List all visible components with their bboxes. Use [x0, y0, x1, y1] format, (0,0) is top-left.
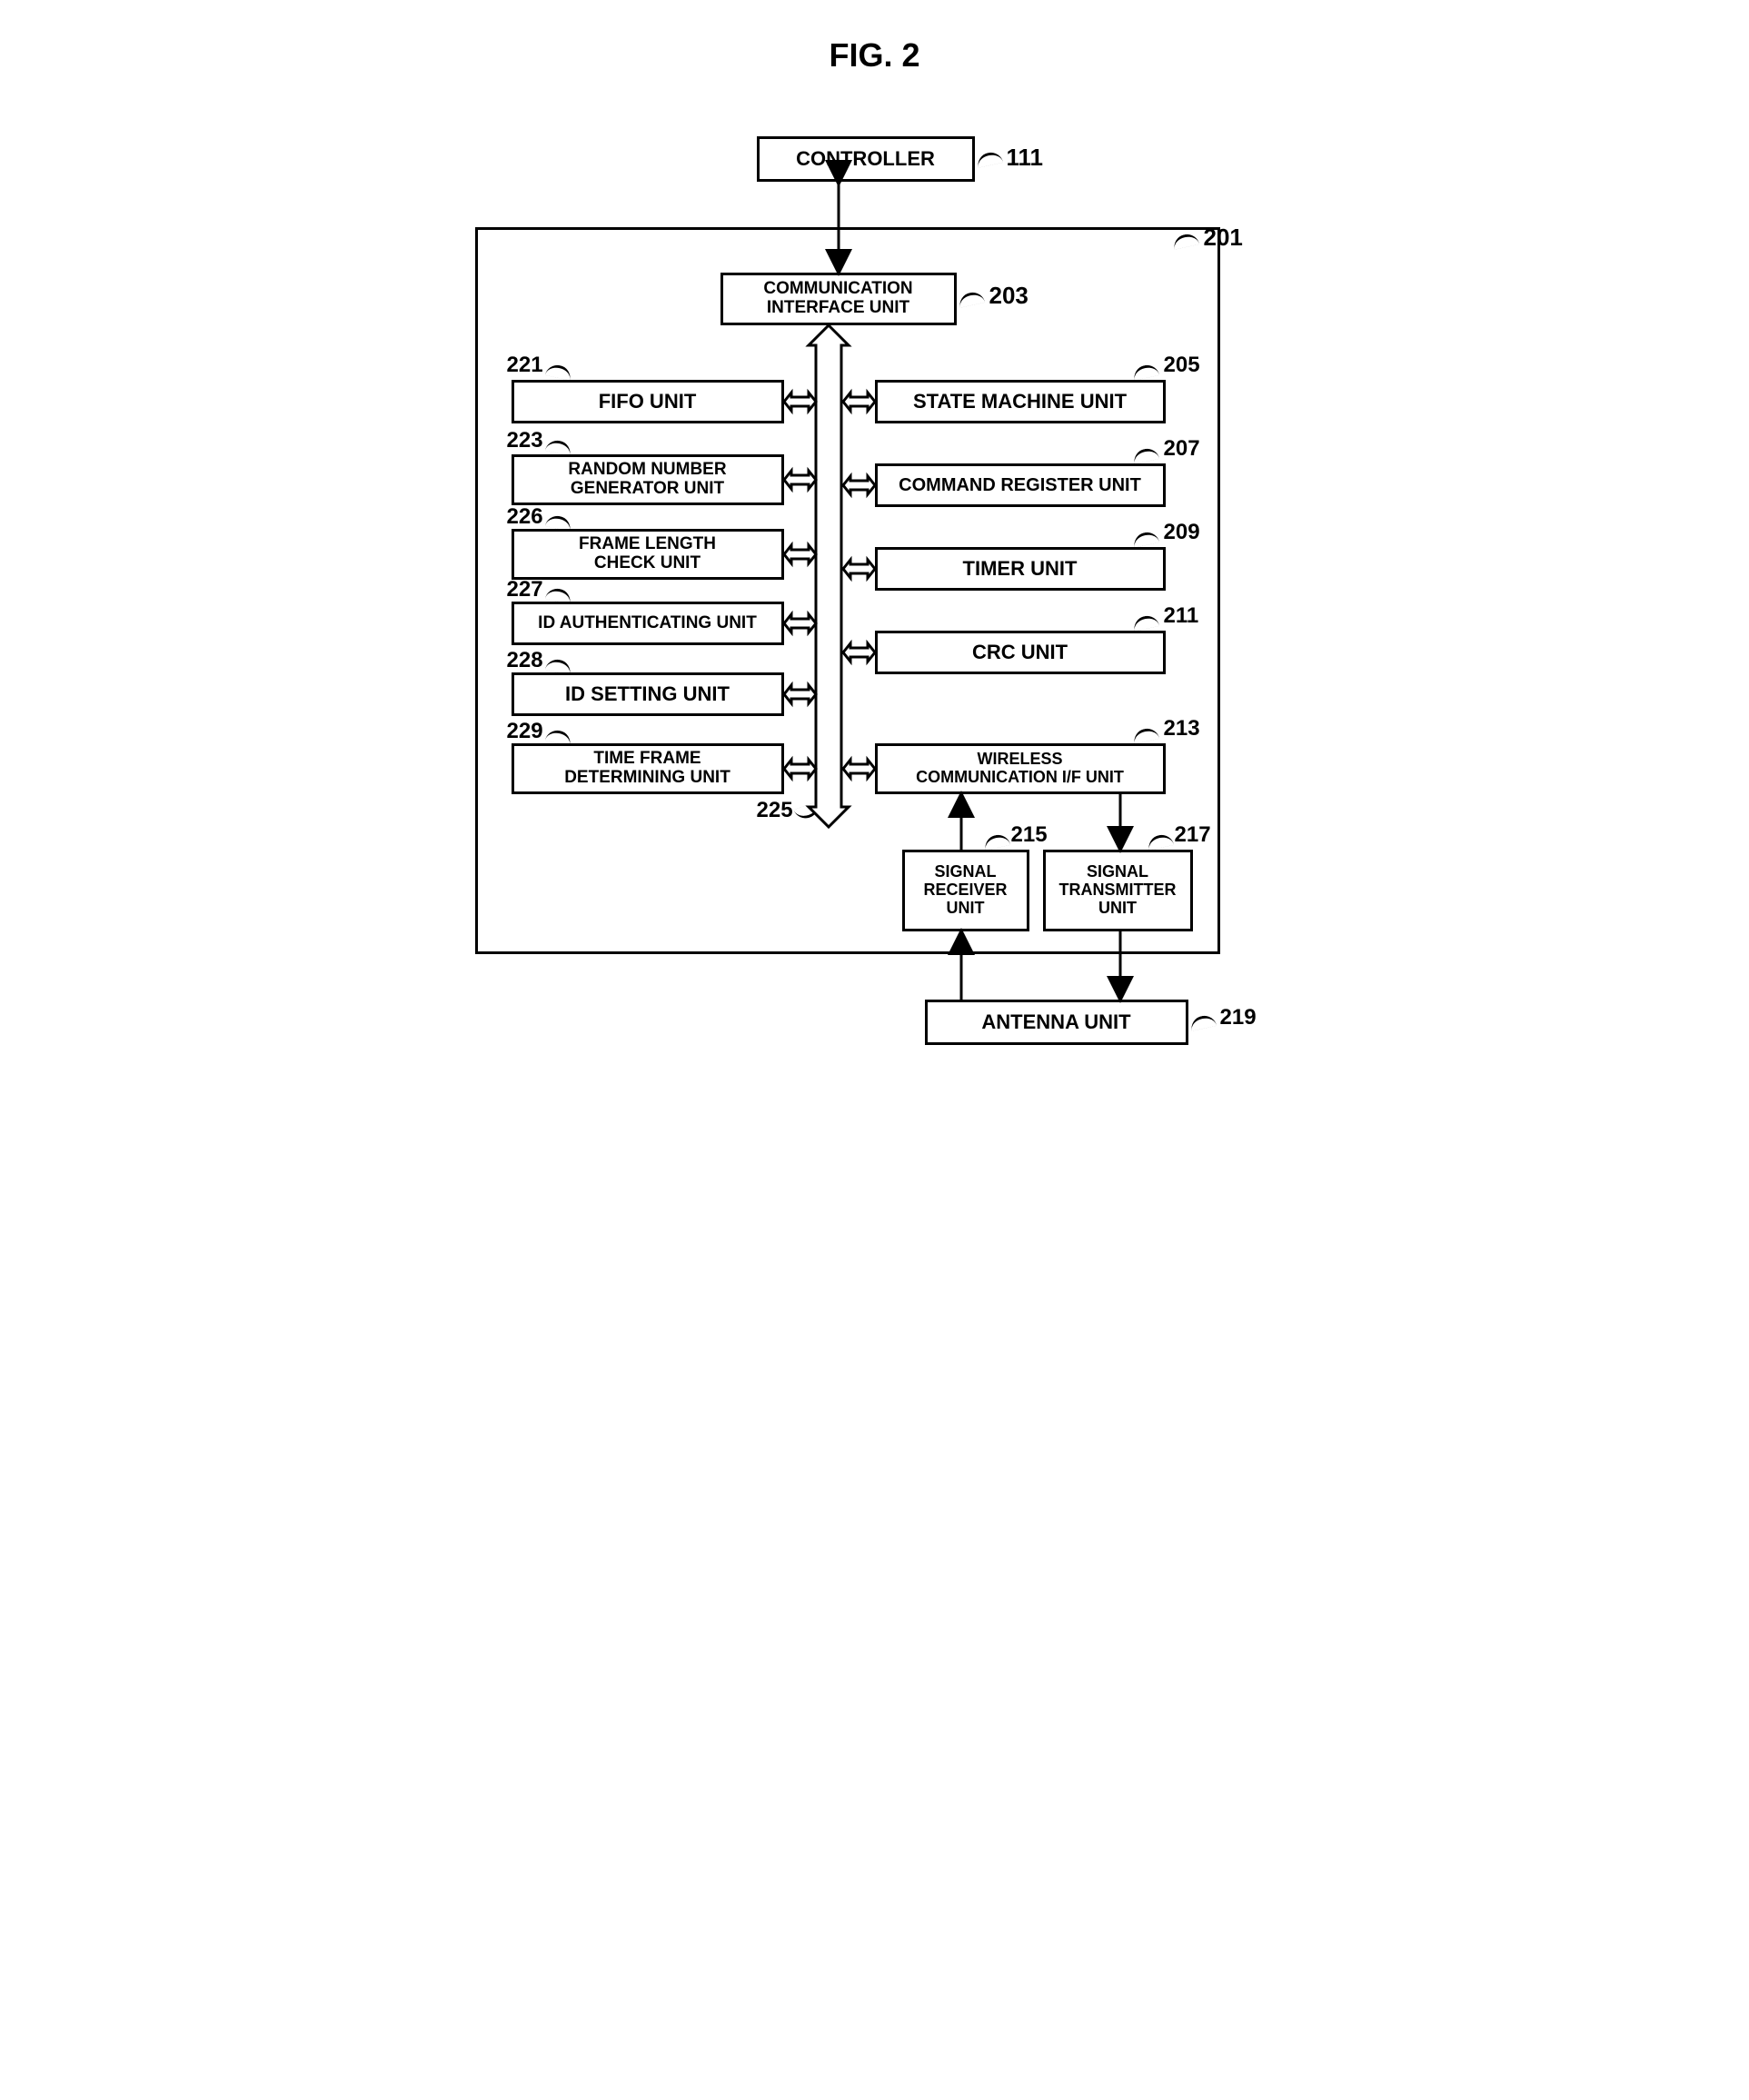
block-rng: RANDOM NUMBER GENERATOR UNIT — [512, 454, 784, 505]
block-idauth: ID AUTHENTICATING UNIT — [512, 602, 784, 645]
block-comm-if: COMMUNICATION INTERFACE UNIT — [720, 273, 957, 325]
ref-203: 203 — [989, 282, 1029, 310]
ref-209: 209 — [1164, 520, 1200, 545]
container-201 — [475, 227, 1220, 954]
block-sigrx: SIGNAL RECEIVER UNIT — [902, 850, 1029, 931]
block-flc: FRAME LENGTH CHECK UNIT — [512, 529, 784, 580]
ref-226: 226 — [507, 504, 543, 530]
ref-201: 201 — [1204, 224, 1243, 252]
block-tfd: TIME FRAME DETERMINING UNIT — [512, 743, 784, 794]
block-antenna: ANTENNA UNIT — [925, 1000, 1188, 1045]
ref-229: 229 — [507, 719, 543, 744]
block-timer: TIMER UNIT — [875, 547, 1166, 591]
block-fifo: FIFO UNIT — [512, 380, 784, 423]
ref-213: 213 — [1164, 716, 1200, 741]
ref-215: 215 — [1011, 822, 1048, 848]
ref-205: 205 — [1164, 353, 1200, 378]
block-idset: ID SETTING UNIT — [512, 672, 784, 716]
ref-223: 223 — [507, 428, 543, 453]
block-sigtx: SIGNAL TRANSMITTER UNIT — [1043, 850, 1193, 931]
block-state: STATE MACHINE UNIT — [875, 380, 1166, 423]
ref-227: 227 — [507, 577, 543, 602]
ref-221: 221 — [507, 353, 543, 378]
diagram-canvas: FIG. 2 CONTROLLER 111 201 COMMUNICATION … — [421, 36, 1329, 1127]
leader-controller — [975, 150, 1002, 168]
block-wcomm: WIRELESS COMMUNICATION I/F UNIT — [875, 743, 1166, 794]
ref-219: 219 — [1220, 1005, 1257, 1030]
leader-219 — [1188, 1013, 1216, 1031]
ref-211: 211 — [1164, 603, 1199, 629]
ref-207: 207 — [1164, 436, 1200, 462]
block-controller: CONTROLLER — [757, 136, 975, 182]
ref-controller: 111 — [1007, 144, 1044, 172]
ref-228: 228 — [507, 648, 543, 673]
figure-title: FIG. 2 — [421, 36, 1329, 75]
ref-217: 217 — [1175, 822, 1211, 848]
block-cmdreg: COMMAND REGISTER UNIT — [875, 463, 1166, 507]
ref-225: 225 — [757, 798, 793, 823]
block-crc: CRC UNIT — [875, 631, 1166, 674]
